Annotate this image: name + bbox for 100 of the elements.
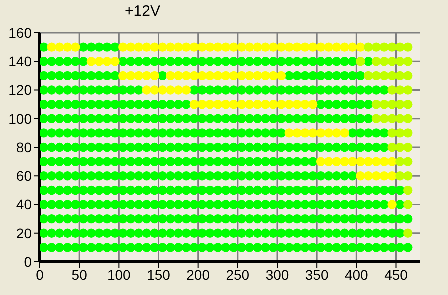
point bbox=[221, 142, 231, 152]
point bbox=[71, 86, 80, 95]
point bbox=[261, 128, 270, 138]
point bbox=[198, 186, 207, 196]
point bbox=[404, 243, 413, 252]
point bbox=[198, 157, 207, 166]
point bbox=[158, 128, 168, 138]
point bbox=[268, 172, 278, 181]
point bbox=[221, 128, 231, 138]
point bbox=[324, 71, 334, 81]
point bbox=[404, 114, 413, 124]
point bbox=[324, 243, 334, 252]
point bbox=[245, 114, 254, 124]
point bbox=[332, 71, 342, 81]
point bbox=[86, 172, 96, 181]
point bbox=[396, 243, 405, 252]
point bbox=[198, 243, 207, 252]
point bbox=[55, 71, 64, 81]
point bbox=[404, 228, 413, 238]
point bbox=[261, 228, 270, 238]
point bbox=[102, 157, 112, 166]
point bbox=[150, 42, 160, 52]
point bbox=[237, 57, 246, 66]
point bbox=[118, 214, 128, 224]
point bbox=[55, 214, 64, 224]
point bbox=[316, 142, 326, 152]
point bbox=[94, 100, 104, 110]
point bbox=[372, 86, 382, 95]
point bbox=[206, 71, 215, 81]
point bbox=[396, 71, 405, 81]
point bbox=[190, 142, 199, 152]
x-tick-label: 50 bbox=[72, 266, 88, 283]
point bbox=[150, 57, 160, 66]
point bbox=[268, 86, 278, 95]
point bbox=[356, 172, 366, 181]
point bbox=[63, 243, 72, 252]
point bbox=[276, 128, 286, 138]
point bbox=[166, 57, 176, 66]
point bbox=[253, 128, 262, 138]
point bbox=[372, 100, 382, 110]
point bbox=[372, 243, 382, 252]
point bbox=[292, 157, 302, 166]
point bbox=[71, 186, 80, 196]
point bbox=[404, 186, 413, 196]
point bbox=[348, 100, 358, 110]
point bbox=[110, 228, 120, 238]
point bbox=[245, 128, 254, 138]
point bbox=[71, 142, 80, 152]
y-tick-label: 0 bbox=[24, 254, 32, 270]
point bbox=[364, 42, 374, 52]
point bbox=[229, 42, 239, 52]
point bbox=[348, 186, 358, 196]
point bbox=[102, 186, 112, 196]
point bbox=[332, 228, 342, 238]
point bbox=[86, 86, 96, 95]
point bbox=[55, 86, 64, 95]
point bbox=[110, 172, 120, 181]
point bbox=[214, 100, 223, 110]
point bbox=[380, 243, 389, 252]
point bbox=[110, 157, 120, 166]
point bbox=[86, 142, 96, 152]
point bbox=[380, 57, 389, 66]
point bbox=[292, 71, 302, 81]
point bbox=[356, 86, 366, 95]
point bbox=[261, 243, 270, 252]
x-tick-label: 100 bbox=[107, 266, 132, 283]
point bbox=[340, 172, 350, 181]
point bbox=[71, 214, 80, 224]
point bbox=[142, 186, 152, 196]
point bbox=[245, 100, 254, 110]
point bbox=[166, 200, 176, 210]
point bbox=[308, 42, 318, 52]
point bbox=[142, 200, 152, 210]
point bbox=[206, 200, 215, 210]
point bbox=[237, 243, 246, 252]
point bbox=[86, 42, 96, 52]
point bbox=[332, 157, 342, 166]
point bbox=[276, 228, 286, 238]
point bbox=[340, 57, 350, 66]
point bbox=[292, 128, 302, 138]
point bbox=[316, 243, 326, 252]
point bbox=[332, 57, 342, 66]
point bbox=[134, 157, 144, 166]
point bbox=[237, 114, 246, 124]
point bbox=[214, 86, 223, 95]
point bbox=[396, 172, 405, 181]
point bbox=[158, 200, 168, 210]
x-tick-label: 300 bbox=[266, 266, 290, 283]
point bbox=[110, 243, 120, 252]
point bbox=[78, 243, 88, 252]
point bbox=[253, 214, 262, 224]
point bbox=[340, 71, 350, 81]
point bbox=[190, 128, 199, 138]
point bbox=[268, 186, 278, 196]
point bbox=[166, 186, 176, 196]
point bbox=[253, 157, 262, 166]
point bbox=[356, 243, 366, 252]
point bbox=[182, 86, 192, 95]
point bbox=[198, 142, 207, 152]
point bbox=[396, 42, 405, 52]
